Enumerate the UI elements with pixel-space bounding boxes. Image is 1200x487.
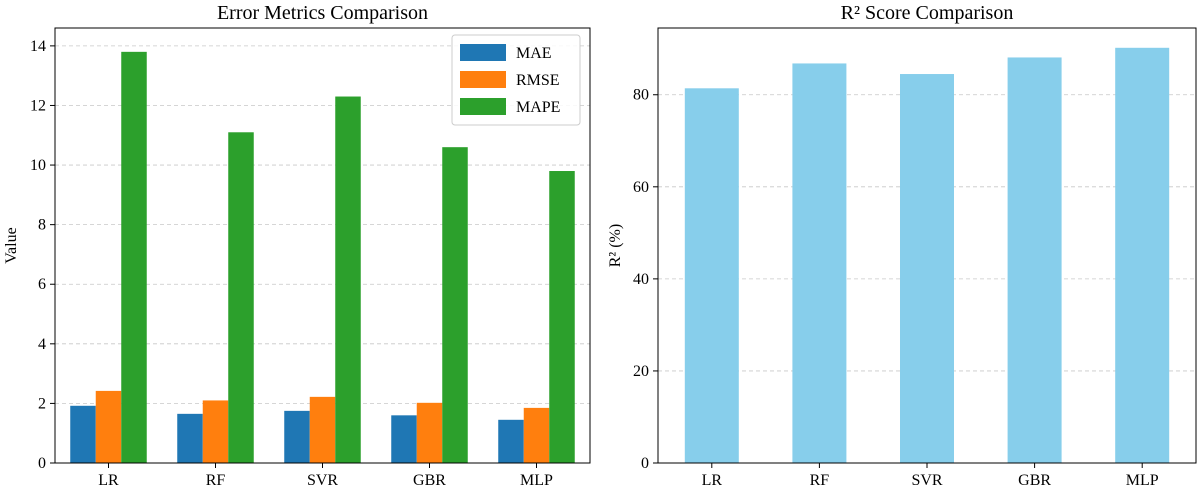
bar-mape-lr [121,51,147,463]
y-axis-label: R² (%) [607,224,624,267]
bar-rmse-mlp [523,407,550,463]
legend: MAE RMSE MAPE [451,34,581,126]
x-tick-label: SVR [307,472,338,487]
legend-swatch-mae [460,44,506,61]
chart-title: R² Score Comparison [841,2,1014,24]
bar-r-svr [900,74,954,464]
y-tick-label: 14 [30,38,46,55]
bar-mape-gbr [442,147,468,463]
bar-mae-lr [70,405,96,463]
bar-r-mlp [1115,47,1170,464]
legend-swatch-rmse [460,71,506,88]
x-tick-label: RF [810,472,830,487]
chart-panel-2: 0 20 40 60 80 LR RF SVR GBR MLP R² Score Compariso… [607,2,1197,487]
bar-rmse-gbr [416,402,443,463]
y-tick-label: 12 [30,97,46,114]
y-tick-label: 8 [38,217,46,234]
x-tick-label: GBR [1018,472,1051,487]
y-tick-label: 0 [641,455,649,472]
bar-rmse-rf [202,400,229,463]
bar-r-gbr [1007,57,1062,463]
y-tick-label: 4 [38,336,46,353]
bar-r-rf [792,63,847,463]
bar-rmse-svr [309,396,336,463]
bar-r-lr [684,88,739,464]
x-tick-label: LR [702,472,723,487]
x-tick-label: RF [206,472,226,487]
y-tick-label: 2 [38,395,46,412]
bar-mae-rf [177,413,203,463]
y-tick-label: 60 [633,179,649,196]
bar-mape-rf [228,132,254,463]
y-tick-label: 20 [633,363,649,380]
bar-mae-mlp [498,419,524,463]
x-tick-label: SVR [911,472,942,487]
plot-frame [657,27,1197,464]
bar-mape-svr [335,96,361,463]
legend-label-rmse: RMSE [516,72,560,89]
chart-title: Error Metrics Comparison [217,2,428,24]
x-tick-label: LR [98,472,119,487]
y-tick-label: 10 [30,157,46,174]
bar-rmse-lr [95,390,122,463]
plot-frame [54,27,591,464]
x-tick-label: MLP [520,472,553,487]
bar-mae-svr [284,410,310,463]
y-axis-label: Value [3,227,20,263]
x-tick-label: GBR [413,472,446,487]
y-tick-label: 80 [633,87,649,104]
y-tick-label: 40 [633,271,649,288]
x-tick-label: MLP [1126,472,1159,487]
y-tick-label: 6 [38,276,46,293]
y-tick-label: 0 [38,455,46,472]
legend-label-mae: MAE [516,45,552,62]
legend-swatch-mape [460,98,506,115]
bar-mae-gbr [391,415,417,463]
bar-mape-mlp [549,171,575,463]
legend-label-mape: MAPE [516,99,560,116]
chart-panel-1: 0 2 4 6 8 10 12 14 LR RF SVR GBR MLP Error Metrics Co… [3,2,591,487]
